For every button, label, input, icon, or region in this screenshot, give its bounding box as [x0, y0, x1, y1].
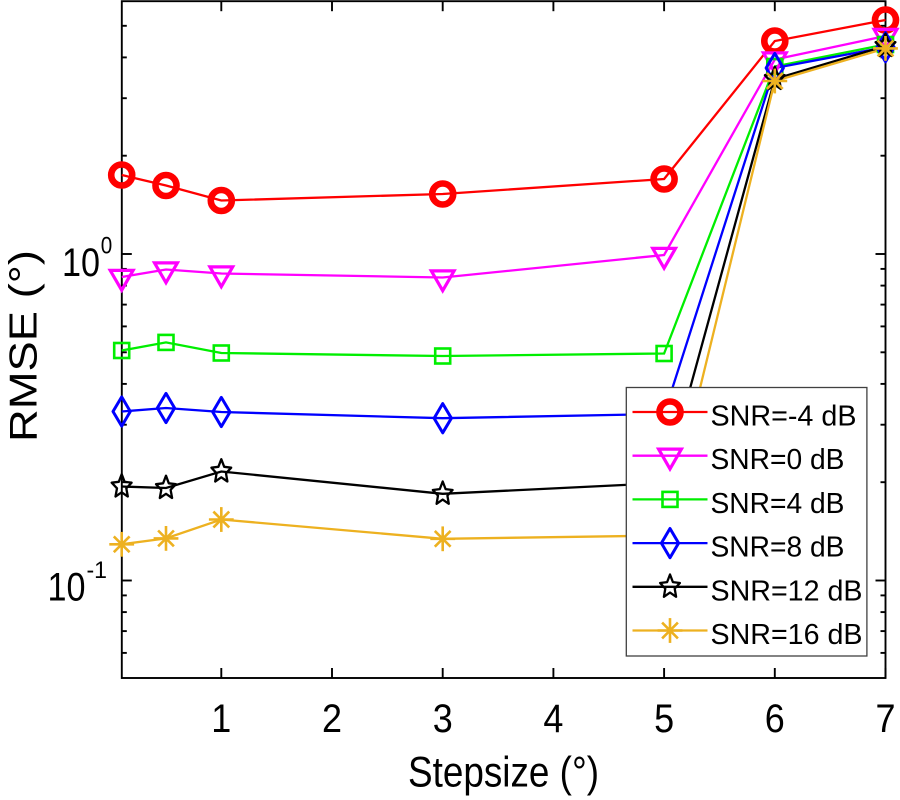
- svg-text:Stepsize (°): Stepsize (°): [408, 748, 599, 796]
- svg-text:10: 10: [62, 241, 100, 285]
- svg-text:-1: -1: [87, 557, 108, 584]
- svg-text:0: 0: [101, 233, 113, 260]
- svg-text:7: 7: [876, 697, 896, 741]
- svg-text:SNR=-4 dB: SNR=-4 dB: [711, 401, 857, 433]
- svg-text:5: 5: [654, 697, 674, 741]
- svg-text:1: 1: [211, 697, 231, 741]
- svg-text:SNR=16 dB: SNR=16 dB: [711, 619, 863, 651]
- svg-text:SNR=4 dB: SNR=4 dB: [711, 488, 845, 520]
- svg-text:10: 10: [48, 566, 86, 610]
- svg-text:4: 4: [543, 697, 563, 741]
- svg-text:3: 3: [433, 697, 453, 741]
- svg-text:SNR=8 dB: SNR=8 dB: [711, 532, 845, 564]
- svg-text:SNR=12 dB: SNR=12 dB: [711, 575, 863, 607]
- svg-text:6: 6: [765, 697, 785, 741]
- svg-text:2: 2: [322, 697, 342, 741]
- svg-text:SNR=0 dB: SNR=0 dB: [711, 444, 845, 476]
- svg-text:RMSE (°): RMSE (°): [3, 250, 46, 442]
